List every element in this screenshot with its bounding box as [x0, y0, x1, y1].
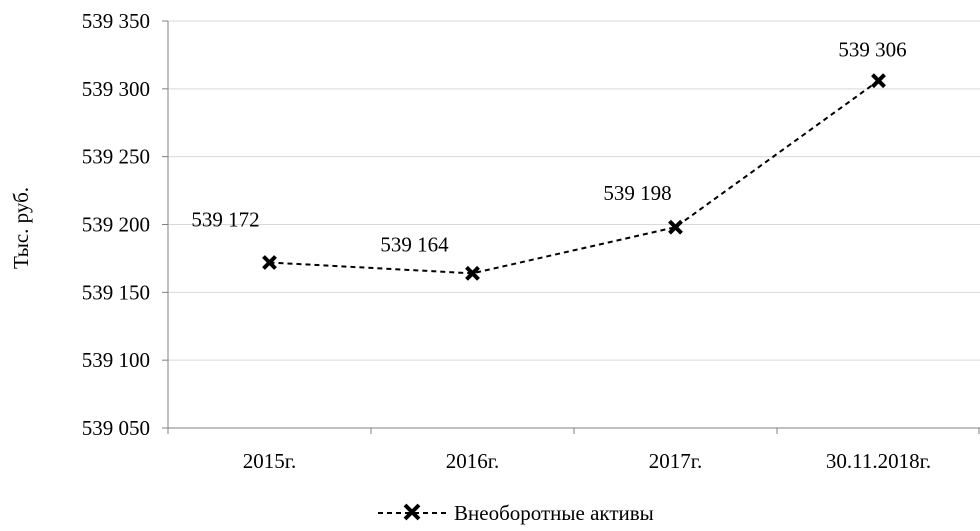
x-tick-label: 2017г.: [649, 449, 703, 473]
y-tick-label: 539 050: [82, 416, 150, 440]
y-tick-label: 539 150: [82, 280, 150, 304]
axes: [162, 20, 980, 434]
data-labels: 539 172 539 164 539 198 539 306: [191, 38, 906, 257]
series-line: [269, 79, 880, 275]
x-tick-label: 2016г.: [446, 449, 500, 473]
data-label: 539 306: [838, 38, 906, 62]
gridlines: [168, 20, 980, 361]
legend: Внеоборотные активы: [378, 501, 654, 525]
data-point-x-marker: [668, 219, 683, 235]
y-tick-labels: 539 050 539 100 539 150 539 200 539 250 539 3…: [82, 9, 150, 440]
legend-label: Внеоборотные активы: [454, 501, 654, 525]
x-tick-labels: 2015г. 2016г. 2017г. 30.11.2018г.: [243, 449, 931, 473]
series-layer: [262, 73, 886, 281]
y-tick-label: 539 200: [82, 213, 150, 237]
data-label: 539 172: [191, 207, 259, 231]
data-point-x-marker: [465, 265, 480, 281]
legend-x-marker-icon: [403, 503, 421, 521]
data-label: 539 164: [380, 232, 449, 256]
x-tick-label: 30.11.2018г.: [826, 449, 931, 473]
data-point-x-marker: [262, 255, 277, 270]
y-tick-label: 539 300: [82, 77, 150, 101]
y-axis-title: Тыс. руб.: [9, 187, 33, 269]
y-tick-label: 539 100: [82, 348, 150, 372]
data-point-x-marker: [871, 73, 886, 89]
x-tick-label: 2015г.: [243, 449, 297, 473]
y-tick-label: 539 250: [82, 145, 150, 169]
data-label: 539 198: [603, 181, 671, 205]
y-tick-label: 539 350: [82, 9, 150, 33]
